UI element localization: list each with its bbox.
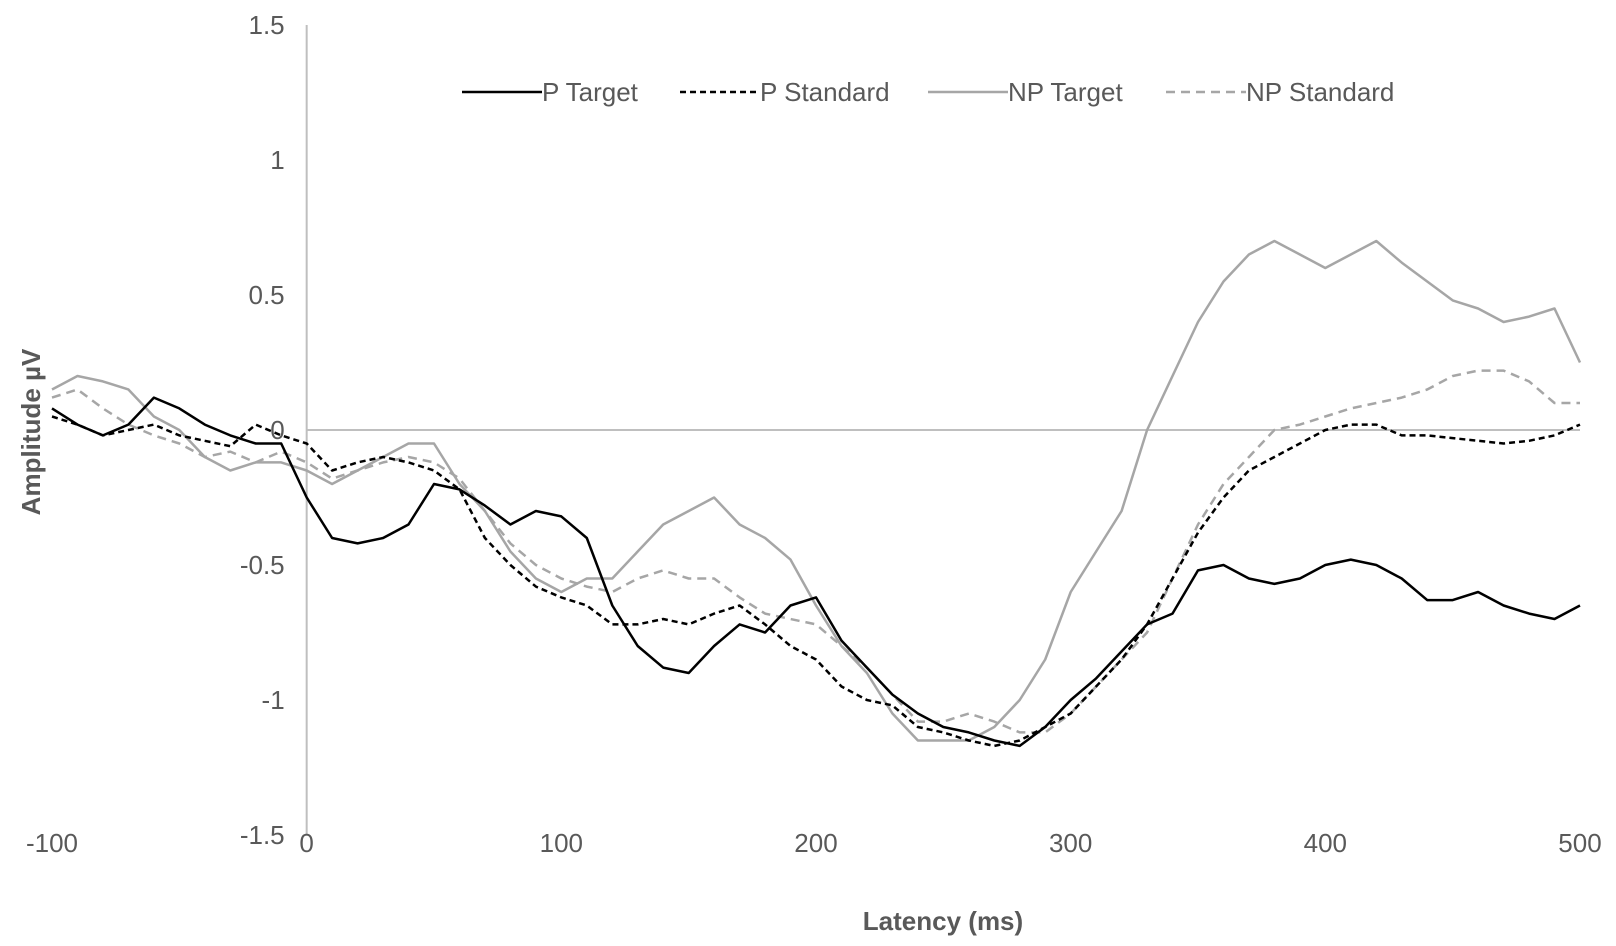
- y-tick-label: 0: [270, 415, 284, 445]
- y-axis-title: Amplitude µV: [16, 348, 46, 515]
- x-tick-label: 200: [794, 828, 837, 858]
- x-axis-title: Latency (ms): [863, 906, 1023, 936]
- series-line-np-target: [51, 239, 1582, 742]
- x-tick-label: -100: [26, 828, 78, 858]
- legend-label: P Standard: [760, 77, 890, 107]
- y-tick-label: -1.5: [240, 820, 285, 850]
- y-tick-label: -1: [262, 685, 285, 715]
- x-tick-label: 400: [1304, 828, 1347, 858]
- legend-label: NP Standard: [1246, 77, 1394, 107]
- series-line-np-standard: [51, 369, 1580, 734]
- y-tick-label: 1: [270, 145, 284, 175]
- series-line-p-target: [51, 396, 1581, 748]
- legend-label: NP Target: [1008, 77, 1123, 107]
- x-tick-label: 300: [1049, 828, 1092, 858]
- x-tick-label: 500: [1558, 828, 1601, 858]
- y-tick-label: 0.5: [249, 280, 285, 310]
- series-line-p-standard: [51, 415, 1581, 748]
- legend-label: P Target: [542, 77, 639, 107]
- legend: P Target P Standard NP Target NP Standard: [462, 77, 1394, 107]
- y-tick-label: 1.5: [249, 10, 285, 40]
- x-tick-label: 100: [540, 828, 583, 858]
- x-tick-label: 0: [299, 828, 313, 858]
- y-tick-label: -0.5: [240, 550, 285, 580]
